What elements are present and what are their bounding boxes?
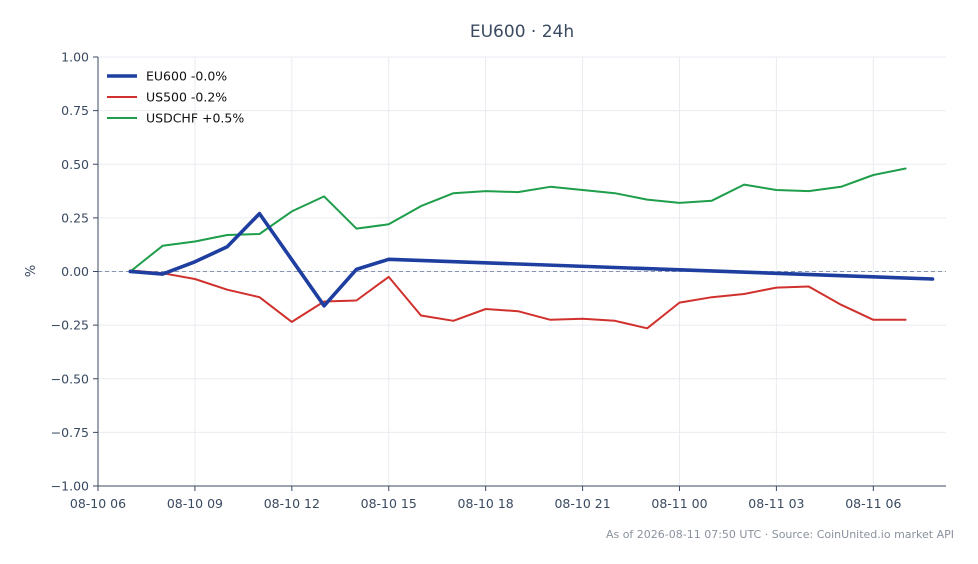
footer-note: As of 2026-08-11 07:50 UTC · Source: Coi… [606, 528, 954, 541]
series-lines [128, 167, 935, 330]
x-tick-label: 08-10 21 [554, 496, 610, 511]
series-line-1 [129, 269, 907, 330]
legend-label: US500 -0.2% [146, 90, 227, 105]
y-tick-label: 0.25 [61, 210, 89, 225]
y-tick-label: −0.75 [51, 425, 89, 440]
y-axis-label: % [24, 265, 39, 277]
series-line-2 [129, 167, 907, 273]
legend-label: USDCHF +0.5% [146, 111, 244, 126]
x-axis-ticks: 08-10 06 08-10 09 08-10 12 08-10 15 08-10 18… [70, 486, 901, 511]
legend-label: EU600 -0.0% [146, 69, 227, 84]
series-line-0 [128, 211, 935, 308]
x-tick-label: 08-10 18 [458, 496, 514, 511]
y-tick-label: 0.00 [61, 264, 89, 279]
x-tick-label: 08-10 15 [361, 496, 417, 511]
x-tick-label: 08-11 03 [748, 496, 804, 511]
y-tick-label: 0.50 [61, 157, 89, 172]
x-tick-label: 08-10 09 [167, 496, 223, 511]
x-tick-label: 08-10 12 [264, 496, 320, 511]
y-axis-ticks: 1.00 0.75 0.50 0.25 0.00 −0.25 −0.50 −0.75 −1.00 [51, 50, 98, 494]
y-tick-label: 1.00 [61, 50, 89, 65]
y-tick-label: −0.50 [51, 371, 89, 386]
y-tick-label: 0.75 [61, 103, 89, 118]
chart-title: EU600 · 24h [470, 22, 574, 42]
x-tick-label: 08-11 00 [651, 496, 707, 511]
y-tick-label: −0.25 [51, 318, 89, 333]
x-tick-label: 08-11 06 [845, 496, 901, 511]
legend: EU600 -0.0% US500 -0.2% USDCHF +0.5% [107, 69, 244, 126]
y-tick-label: −1.00 [51, 479, 89, 494]
x-tick-label: 08-10 06 [70, 496, 126, 511]
